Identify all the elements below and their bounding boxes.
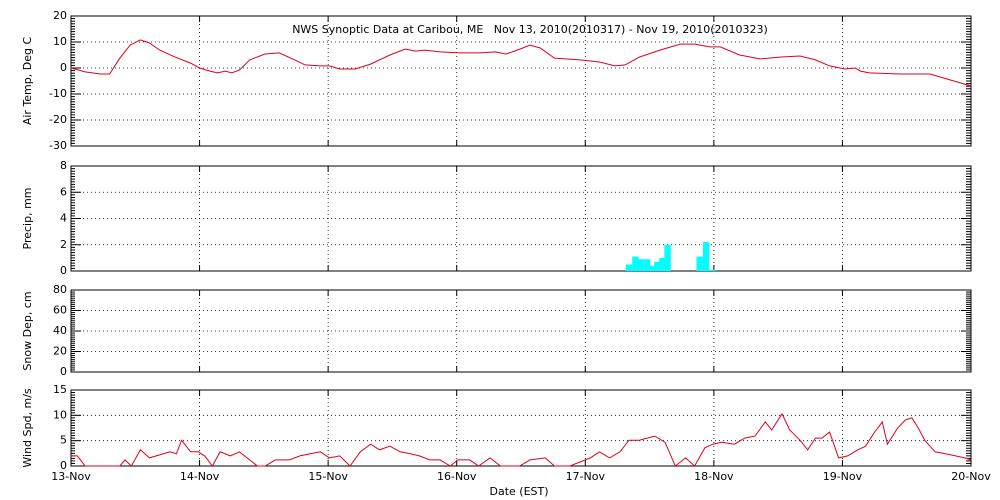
y-tick-label: 0 — [60, 459, 67, 472]
plot-frame — [70, 389, 972, 467]
y-tick-label: 40 — [53, 324, 67, 337]
x-tick-label: 19-Nov — [823, 470, 863, 483]
x-tick-label: 15-Nov — [308, 470, 348, 483]
y-tick-label: 60 — [53, 304, 67, 317]
y-tick-label: 20 — [53, 9, 67, 22]
y-tick-label: 15 — [53, 383, 67, 396]
x-tick-label: 20-Nov — [951, 470, 991, 483]
y-tick-label: 20 — [53, 345, 67, 358]
y-axis-label: Air Temp, Deg C — [21, 37, 34, 126]
plot-frame — [70, 15, 972, 147]
y-tick-label: 4 — [60, 212, 67, 225]
plot-frame — [70, 289, 972, 373]
data-line — [70, 39, 972, 87]
bar — [654, 261, 661, 271]
bar — [632, 256, 639, 271]
x-tick-label: 13-Nov — [51, 470, 91, 483]
x-tick-label: 14-Nov — [180, 470, 220, 483]
y-tick-label: 6 — [60, 185, 67, 198]
y-tick-label: -20 — [49, 113, 67, 126]
y-tick-label: -30 — [49, 139, 67, 152]
y-tick-label: 2 — [60, 238, 67, 251]
bar — [696, 256, 703, 271]
bar — [709, 269, 716, 271]
chart-title: NWS Synoptic Data at Caribou, ME Nov 13,… — [292, 23, 768, 36]
bar — [659, 257, 666, 271]
y-axis-label: Precip, mm — [21, 188, 34, 250]
x-axis-label: Date (EST) — [489, 485, 548, 498]
y-tick-label: -10 — [49, 87, 67, 100]
y-tick-label: 5 — [60, 434, 67, 447]
y-tick-label: 0 — [60, 264, 67, 277]
y-tick-label: 10 — [53, 408, 67, 421]
x-tick-label: 18-Nov — [694, 470, 734, 483]
bar — [637, 259, 644, 271]
bar — [664, 244, 671, 271]
y-tick-label: 0 — [60, 365, 67, 378]
bar — [643, 259, 651, 271]
x-tick-label: 17-Nov — [566, 470, 606, 483]
plot-frame — [70, 165, 972, 272]
data-line — [71, 412, 972, 467]
y-axis-label: Snow Dep, cm — [21, 291, 34, 370]
bar — [702, 242, 710, 271]
y-tick-label: 10 — [53, 35, 67, 48]
bar — [625, 264, 633, 271]
y-tick-label: 80 — [53, 283, 67, 296]
bar — [648, 265, 656, 271]
y-tick-label: 8 — [60, 159, 67, 172]
x-tick-label: 16-Nov — [437, 470, 477, 483]
y-axis-label: Wind Spd, m/s — [21, 388, 34, 468]
y-tick-label: 0 — [60, 61, 67, 74]
